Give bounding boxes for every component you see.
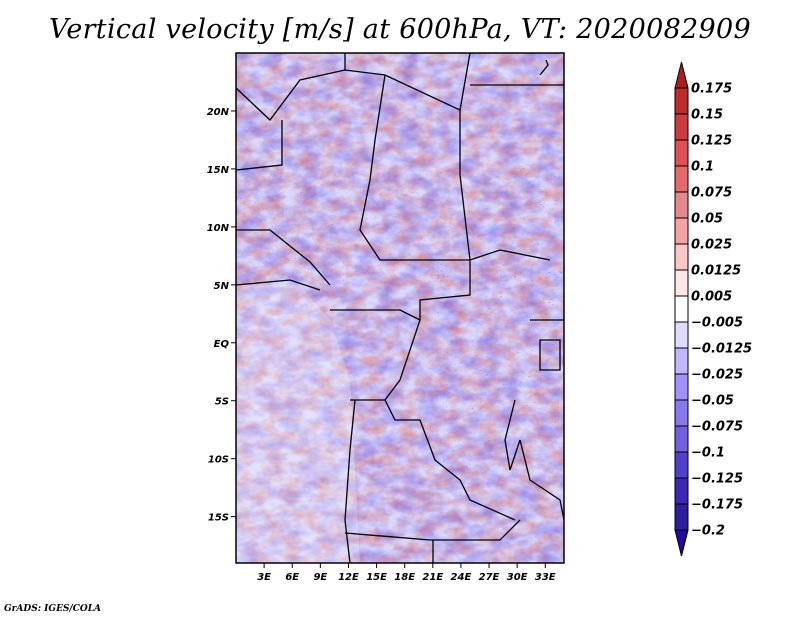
colorbar-segment [674, 477, 689, 505]
colorbar-label: −0.125 [691, 472, 743, 487]
field-shading [236, 53, 564, 563]
longitude-axis: 3E 6E 9E 12E 15E 18E 21E 24E 27E 30E 33E [257, 563, 556, 583]
colorbar-label: −0.175 [691, 498, 743, 513]
border-line [350, 399, 516, 521]
colorbar: 0.175 0.15 0.125 0.1 0.075 0.05 0.025 0.0125 0.0… [674, 61, 752, 557]
lon-tick-label: 33E [535, 572, 556, 583]
colorbar-label: −0.005 [691, 316, 743, 331]
border-line [420, 249, 551, 261]
colorbar-segment [674, 373, 689, 401]
border-line [236, 279, 321, 291]
colorbar-segment [674, 165, 689, 193]
border-line [539, 59, 549, 76]
colorbar-label: 0.15 [691, 108, 723, 123]
colorbar-label: 0.005 [691, 290, 732, 305]
colorbar-label: −0.0125 [691, 342, 752, 357]
colorbar-segment [674, 217, 689, 245]
lat-tick-label: 10S [208, 455, 229, 466]
lon-tick-label: 18E [394, 572, 415, 583]
colorbar-label: 0.0125 [691, 264, 741, 279]
border-line [344, 519, 521, 541]
lon-tick-label: 30E [507, 572, 528, 583]
border-line [236, 69, 471, 261]
colorbar-label: −0.075 [691, 420, 743, 435]
ocean-region [236, 285, 360, 563]
convective-band-negative [236, 165, 564, 285]
lat-tick-label: 15S [208, 513, 229, 524]
colorbar-min-arrow [674, 529, 689, 557]
border-line [459, 53, 471, 111]
lat-tick-label: 15N [207, 165, 230, 176]
colorbar-segment [674, 87, 689, 115]
border-line [236, 120, 283, 171]
lat-tick-label: 5S [215, 397, 229, 408]
colorbar-max-arrow [674, 61, 689, 89]
colorbar-segment [674, 347, 689, 375]
lat-tick-label: EQ [214, 339, 230, 350]
chart-title: Vertical velocity [m/s] at 600hPa, VT: 2… [49, 14, 751, 45]
lon-tick-label: 3E [257, 572, 271, 583]
lon-tick-label: 15E [366, 572, 387, 583]
colorbar-label: 0.1 [691, 160, 714, 175]
map-frame [235, 52, 565, 564]
latitude-axis: 20N 15N 10N 5N EQ 5S 10S 15S [207, 107, 236, 524]
colorbar-segment [674, 295, 689, 323]
colorbar-segment [674, 243, 689, 271]
colorbar-segment [674, 113, 689, 141]
lon-tick-label: 12E [338, 572, 359, 583]
colorbar-segment [674, 451, 689, 479]
colorbar-segment [674, 399, 689, 427]
border-line [539, 339, 561, 371]
colorbar-segment [674, 321, 689, 349]
colorbar-label: −0.2 [691, 524, 725, 539]
colorbar-segment [674, 269, 689, 297]
colorbar-label: 0.125 [691, 134, 732, 149]
colorbar-label: 0.025 [691, 238, 732, 253]
colorbar-label: −0.1 [691, 446, 725, 461]
border-line [504, 399, 521, 471]
colorbar-segment [674, 503, 689, 531]
lat-tick-label: 10N [207, 223, 230, 234]
lon-tick-label: 24E [451, 572, 472, 583]
border-line [359, 74, 420, 261]
colorbar-label: −0.05 [691, 394, 734, 409]
grads-credit: GrADS: IGES/COLA [4, 604, 102, 614]
colorbar-segment [674, 425, 689, 453]
border-line [419, 260, 471, 320]
lon-tick-label: 21E [422, 572, 443, 583]
lon-tick-label: 27E [479, 572, 500, 583]
country-borders [236, 53, 564, 563]
lat-tick-label: 20N [207, 107, 230, 118]
colorbar-segment [674, 139, 689, 167]
colorbar-segment [674, 191, 689, 219]
colorbar-label: 0.175 [691, 82, 732, 97]
colorbar-label: 0.05 [691, 212, 723, 227]
colorbar-label: −0.025 [691, 368, 743, 383]
lat-tick-label: 5N [214, 281, 230, 292]
border-line [344, 399, 356, 563]
lon-tick-label: 6E [285, 572, 299, 583]
border-line [236, 229, 331, 286]
border-line [519, 439, 564, 521]
lon-tick-label: 9E [313, 572, 327, 583]
colorbar-label: 0.075 [691, 186, 732, 201]
